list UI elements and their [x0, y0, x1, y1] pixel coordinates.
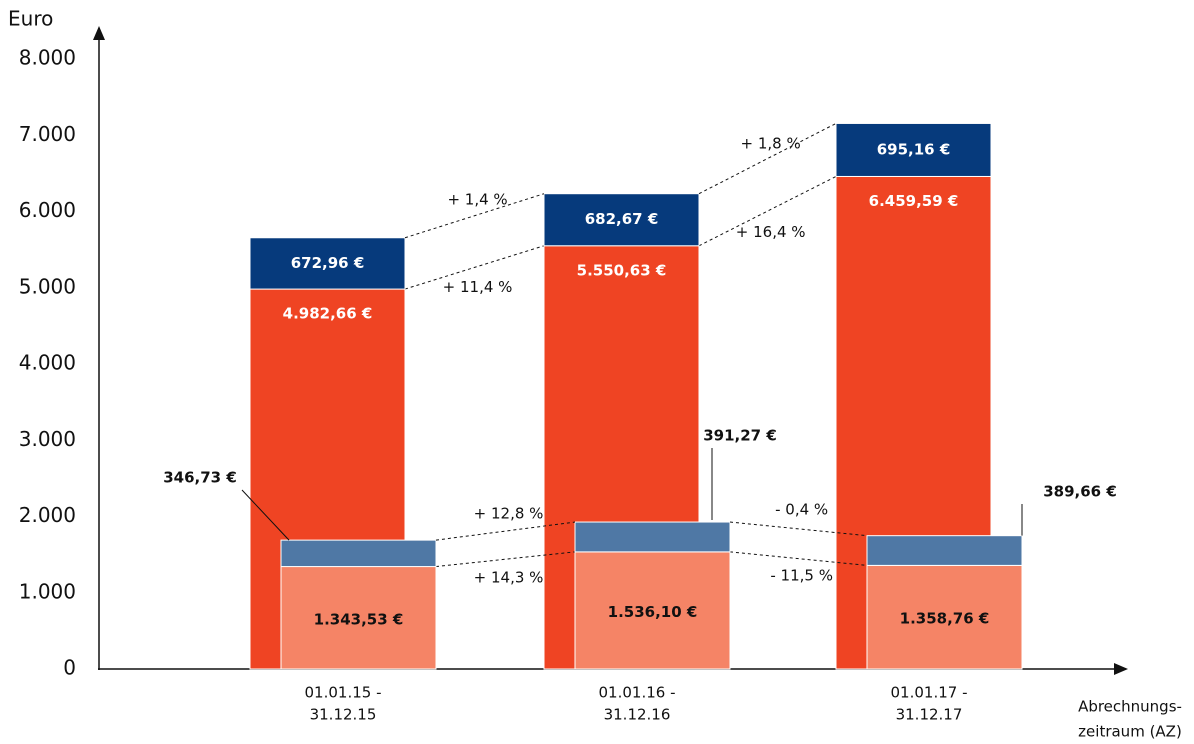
bar-segment — [280, 539, 437, 568]
x-axis-label: Abrechnungs- — [1078, 698, 1182, 716]
x-tick-label: 31.12.15 — [310, 706, 377, 724]
x-tick-label: 31.12.17 — [896, 706, 963, 724]
change-label: + 12,8 % — [474, 504, 544, 522]
value-label: 346,73 € — [163, 469, 237, 487]
x-tick-label: 01.01.15 - — [305, 684, 382, 702]
value-label: 4.982,66 € — [283, 305, 373, 323]
y-tick-label: 2.000 — [19, 503, 76, 527]
bar-segment — [280, 566, 437, 670]
value-label: 391,27 € — [703, 427, 777, 445]
y-tick-label: 1.000 — [19, 579, 76, 603]
y-tick-label: 7.000 — [19, 122, 76, 146]
y-tick-label: 4.000 — [19, 351, 76, 375]
value-label: 1.358,76 € — [900, 610, 990, 628]
bar-segment — [835, 122, 992, 177]
value-label: 1.536,10 € — [608, 603, 698, 621]
change-label: - 0,4 % — [775, 501, 828, 519]
change-line — [698, 176, 837, 247]
change-line — [729, 521, 868, 537]
change-line — [435, 521, 576, 541]
change-label: - 11,5 % — [770, 566, 833, 584]
y-tick-label: 3.000 — [19, 427, 76, 451]
y-tick-label: 6.000 — [19, 198, 76, 222]
value-label: 389,66 € — [1043, 483, 1117, 501]
y-tick-label: 0 — [63, 656, 76, 680]
y-axis-label: Euro — [8, 7, 53, 31]
bar-segment — [866, 564, 1023, 670]
bar-segment — [249, 237, 406, 290]
x-tick-label: 01.01.17 - — [891, 684, 968, 702]
change-label: + 16,4 % — [736, 223, 806, 241]
change-line — [435, 551, 576, 568]
value-label: 672,96 € — [291, 254, 365, 272]
leader-line — [241, 489, 290, 541]
value-label: 695,16 € — [877, 140, 951, 158]
change-label: + 1,8 % — [741, 135, 801, 153]
change-label: + 11,4 % — [443, 278, 513, 296]
change-line — [404, 193, 545, 239]
y-tick-label: 8.000 — [19, 46, 76, 70]
change-label: + 14,3 % — [474, 568, 544, 586]
value-label: 682,67 € — [585, 210, 659, 228]
bar-segment — [866, 535, 1023, 566]
value-label: 6.459,59 € — [869, 192, 959, 210]
bar-segment — [543, 193, 700, 247]
bar-segment — [574, 521, 731, 553]
y-tick-label: 5.000 — [19, 274, 76, 298]
change-line — [698, 123, 837, 195]
bar-segment — [574, 551, 731, 670]
change-line — [729, 551, 868, 566]
change-label: + 1,4 % — [447, 190, 507, 208]
value-label: 1.343,53 € — [314, 610, 404, 628]
x-tick-label: 01.01.16 - — [599, 684, 676, 702]
change-line — [404, 245, 545, 290]
x-axis-label: zeitraum (AZ) — [1078, 723, 1182, 741]
x-tick-label: 31.12.16 — [604, 706, 671, 724]
value-label: 5.550,63 € — [577, 261, 667, 279]
